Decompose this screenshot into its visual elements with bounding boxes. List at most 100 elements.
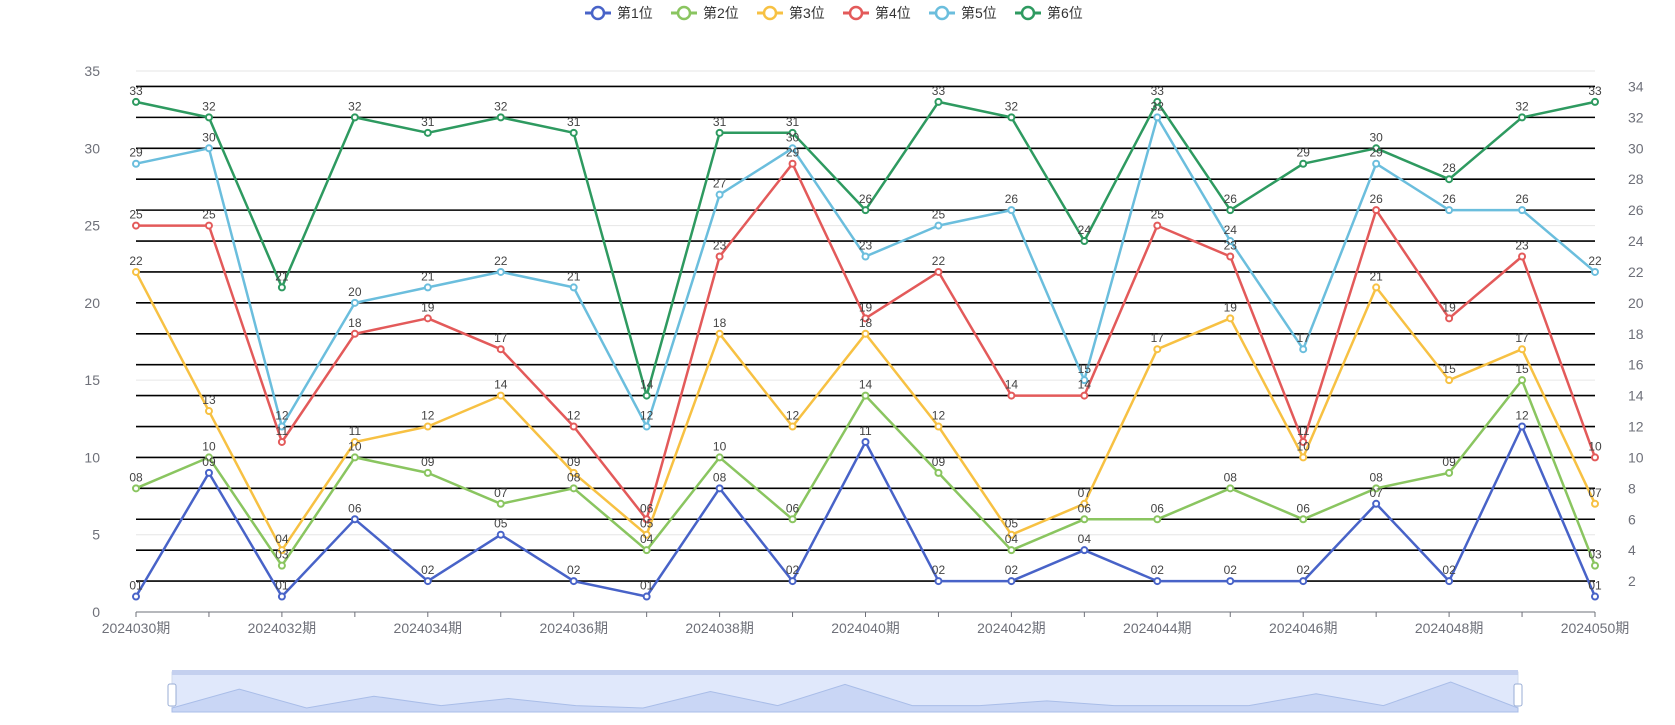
data-point[interactable] (1007, 577, 1016, 586)
data-point[interactable] (423, 422, 432, 431)
data-point[interactable] (1372, 206, 1381, 215)
data-point[interactable] (1591, 561, 1599, 570)
data-point[interactable] (496, 345, 505, 354)
data-point[interactable] (715, 190, 724, 199)
data-point[interactable] (1518, 252, 1527, 261)
data-zoom-slider[interactable] (167, 670, 1523, 713)
data-point[interactable] (1445, 314, 1454, 323)
data-point[interactable] (934, 468, 943, 477)
data-point[interactable] (1299, 437, 1308, 446)
data-point[interactable] (642, 515, 651, 524)
legend-item[interactable]: 第6位 (1015, 5, 1083, 21)
data-point[interactable] (934, 267, 943, 276)
data-point[interactable] (132, 592, 140, 601)
data-point[interactable] (1591, 592, 1599, 601)
data-point[interactable] (496, 530, 505, 539)
data-point[interactable] (1591, 97, 1599, 106)
data-point[interactable] (1299, 515, 1308, 524)
data-point[interactable] (861, 314, 870, 323)
data-point[interactable] (1226, 206, 1235, 215)
data-point[interactable] (277, 561, 286, 570)
data-point[interactable] (204, 453, 213, 462)
data-point[interactable] (1518, 422, 1527, 431)
legend-item[interactable]: 第3位 (757, 5, 825, 21)
data-point[interactable] (1153, 113, 1162, 122)
data-point[interactable] (204, 221, 213, 230)
data-point[interactable] (204, 407, 213, 416)
data-point[interactable] (1445, 175, 1454, 184)
data-point[interactable] (496, 113, 505, 122)
data-point[interactable] (569, 577, 578, 586)
data-point[interactable] (132, 221, 140, 230)
data-point[interactable] (1299, 577, 1308, 586)
data-point[interactable] (277, 283, 286, 292)
data-point[interactable] (1226, 237, 1235, 246)
data-point[interactable] (1299, 159, 1308, 168)
data-point[interactable] (1372, 159, 1381, 168)
data-point[interactable] (1007, 113, 1016, 122)
data-point[interactable] (642, 546, 651, 555)
data-point[interactable] (934, 577, 943, 586)
data-point[interactable] (1007, 391, 1016, 400)
data-point[interactable] (1080, 376, 1089, 385)
data-point[interactable] (569, 128, 578, 137)
data-point[interactable] (642, 422, 651, 431)
legend-item[interactable]: 第1位 (585, 5, 653, 21)
data-point[interactable] (423, 283, 432, 292)
data-point[interactable] (1299, 345, 1308, 354)
data-point[interactable] (642, 391, 651, 400)
data-point[interactable] (1080, 515, 1089, 524)
data-point[interactable] (204, 144, 213, 153)
data-point[interactable] (934, 97, 943, 106)
data-point[interactable] (1445, 206, 1454, 215)
data-point[interactable] (1445, 376, 1454, 385)
data-point[interactable] (277, 546, 286, 555)
legend-item[interactable]: 第2位 (671, 5, 739, 21)
zoom-move-handle[interactable] (172, 670, 1518, 675)
data-point[interactable] (1153, 515, 1162, 524)
data-point[interactable] (1007, 546, 1016, 555)
data-point[interactable] (423, 468, 432, 477)
data-point[interactable] (1007, 206, 1016, 215)
data-point[interactable] (423, 577, 432, 586)
data-point[interactable] (1153, 221, 1162, 230)
data-point[interactable] (1518, 206, 1527, 215)
data-point[interactable] (788, 577, 797, 586)
data-point[interactable] (1226, 577, 1235, 586)
data-point[interactable] (715, 252, 724, 261)
data-point[interactable] (934, 422, 943, 431)
data-point[interactable] (1226, 252, 1235, 261)
data-point[interactable] (350, 437, 359, 446)
data-point[interactable] (132, 484, 140, 493)
data-point[interactable] (350, 515, 359, 524)
data-point[interactable] (715, 453, 724, 462)
data-point[interactable] (423, 314, 432, 323)
data-point[interactable] (132, 267, 140, 276)
data-point[interactable] (350, 453, 359, 462)
data-point[interactable] (861, 206, 870, 215)
data-point[interactable] (423, 128, 432, 137)
data-point[interactable] (788, 515, 797, 524)
data-point[interactable] (861, 437, 870, 446)
data-point[interactable] (1153, 345, 1162, 354)
data-point[interactable] (350, 113, 359, 122)
data-point[interactable] (1591, 267, 1599, 276)
data-point[interactable] (1445, 577, 1454, 586)
data-point[interactable] (788, 159, 797, 168)
data-point[interactable] (1591, 499, 1599, 508)
data-point[interactable] (132, 97, 140, 106)
data-point[interactable] (569, 468, 578, 477)
data-point[interactable] (1372, 283, 1381, 292)
data-point[interactable] (715, 484, 724, 493)
data-point[interactable] (569, 283, 578, 292)
data-point[interactable] (788, 128, 797, 137)
data-point[interactable] (1372, 144, 1381, 153)
data-point[interactable] (1153, 97, 1162, 106)
data-point[interactable] (1080, 499, 1089, 508)
data-point[interactable] (1372, 499, 1381, 508)
data-point[interactable] (1445, 468, 1454, 477)
data-point[interactable] (861, 329, 870, 338)
data-point[interactable] (1372, 484, 1381, 493)
data-point[interactable] (788, 144, 797, 153)
data-point[interactable] (715, 128, 724, 137)
